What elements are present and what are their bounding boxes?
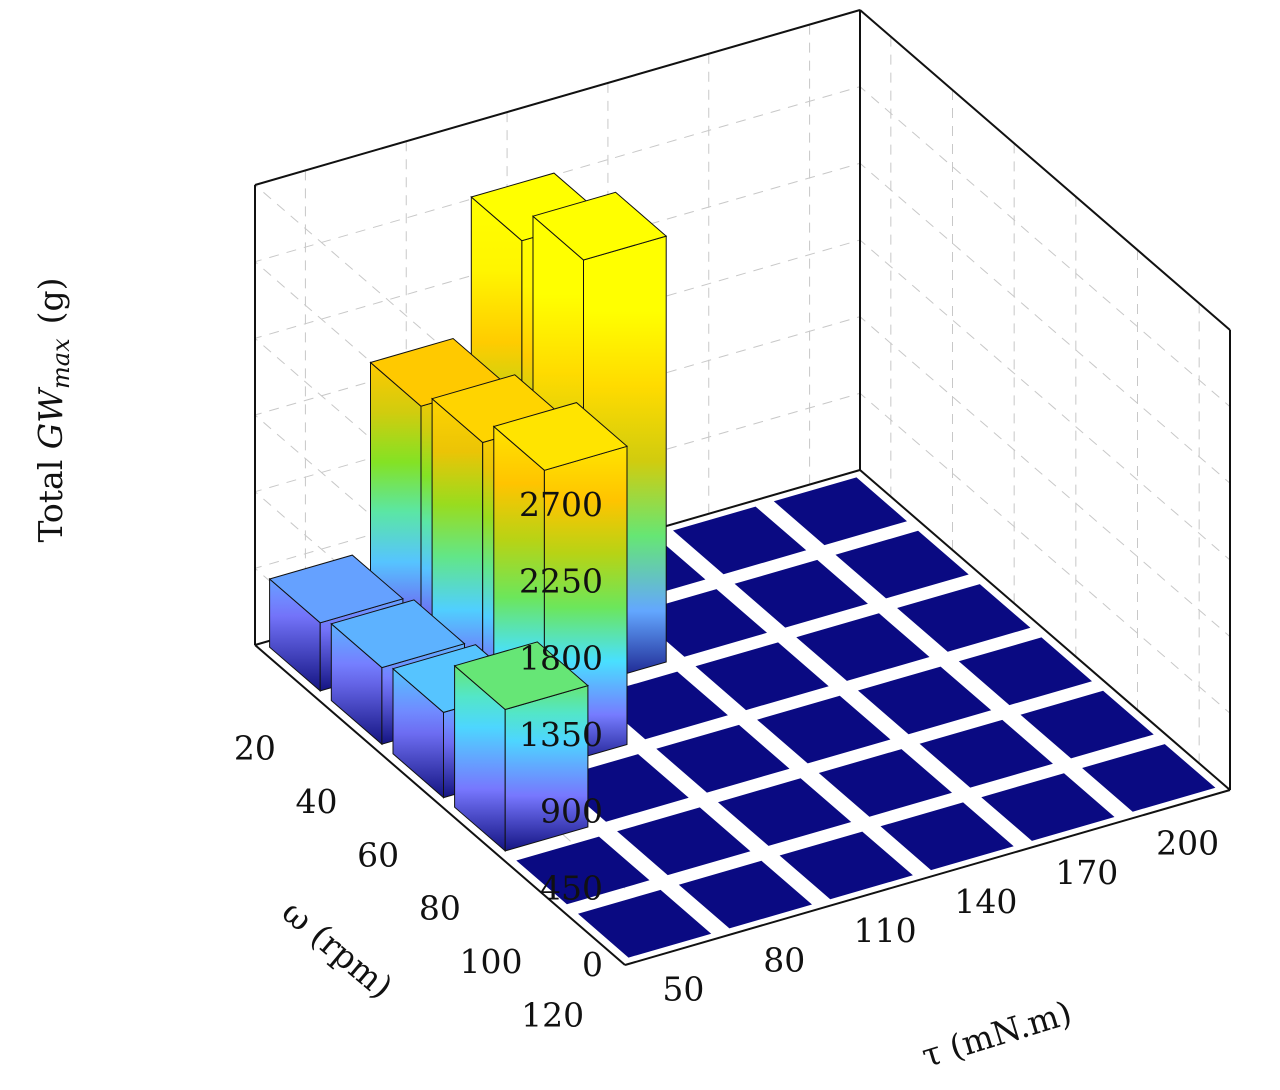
frame-edge [624,789,1231,966]
bar [453,641,589,852]
omega-tick-label: 40 [296,782,338,821]
floor-tile [734,559,868,628]
floor-tile [673,506,807,575]
tau-tick-label: 170 [1055,853,1118,892]
bar-face-top [330,599,466,669]
floor-tile [919,719,1053,788]
floor-tile [718,778,852,846]
z-tick-label: 2700 [519,485,603,524]
bar-face-top [492,402,629,471]
z-tick-label: 0 [582,945,603,984]
floor-tile [656,724,790,793]
z-axis-label: Total GWmax(g) [31,277,75,542]
omega-tick-label: 20 [234,729,276,768]
tau-tick-label: 110 [854,911,917,950]
floor-tile [617,807,751,876]
floor-tile [818,749,952,817]
floor-tile [1082,744,1216,812]
floor-tile [695,642,829,711]
z-tick-label: 1800 [519,638,603,677]
omega-tick-label: 80 [419,889,461,928]
bar-face-top [453,641,589,711]
floor-tile [594,671,728,740]
floor-tile [678,860,812,929]
tau-tick-label: 50 [662,969,704,1008]
floor-tile [779,831,913,900]
z-tick-label: 2250 [519,562,603,601]
z-tick-label: 450 [540,868,603,907]
z-tick-label: 900 [540,792,603,831]
omega-axis-label: ω (rpm) [275,892,401,1006]
floor-tile [516,836,650,905]
floor-tile [555,754,689,822]
tau-tick-label: 80 [763,940,805,979]
frame-edge [859,9,1231,331]
bars [268,172,1216,958]
z-tick-label: 1350 [519,715,603,754]
floor-tile [1020,690,1154,759]
floor-tile [633,589,767,657]
floor-tile [958,637,1092,706]
frame-edge [254,644,626,966]
tick-labels: 0 450 900 1350 1800 2250 2700 20 40 60 80 100 120 50 8… [234,485,1219,1034]
floor-tile [578,889,712,958]
floor-tile [773,477,907,546]
bar-face-top [531,191,668,261]
tau-tick-label: 140 [954,882,1017,921]
floor-tile [858,666,992,735]
floor-tile [880,802,1014,871]
floor-tile [897,584,1031,652]
omega-tick-label: 60 [357,835,399,874]
frame-edge [254,9,861,186]
frame-edge [859,469,1231,791]
floor-tile [796,613,930,681]
floor-tile [757,695,891,764]
floor-tile [835,530,969,599]
bar-face-top [268,554,404,624]
tau-tick-label: 200 [1156,824,1219,863]
x-axis-label: τ (mN.m) [917,993,1076,1075]
floor-tile [981,773,1115,841]
omega-tick-label: 120 [521,995,584,1034]
omega-tick-label: 100 [460,942,523,981]
